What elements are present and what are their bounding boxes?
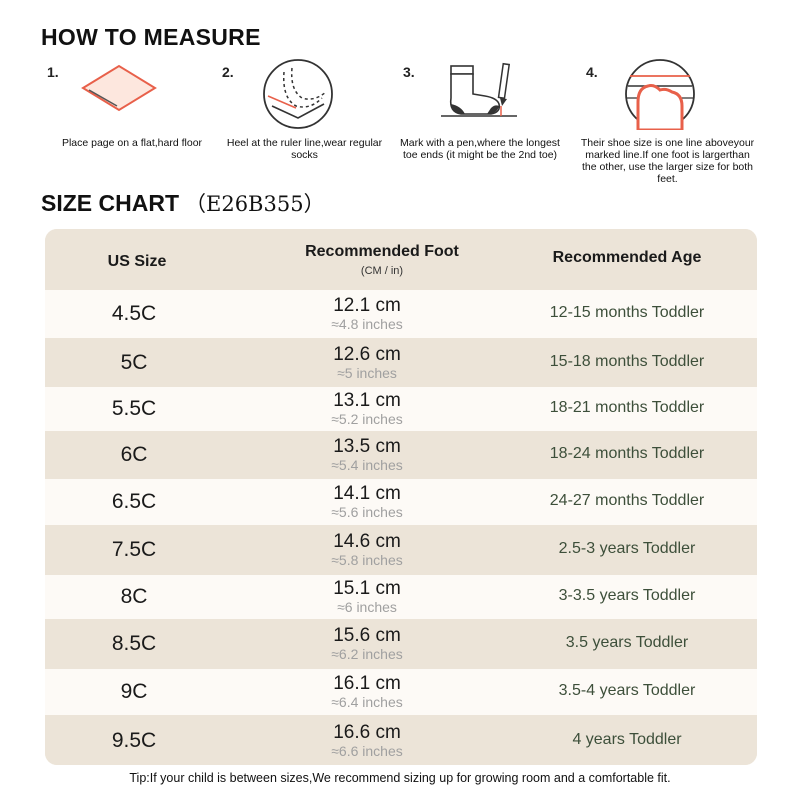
- header-recommended-age: Recommended Age: [552, 249, 702, 266]
- foot-inches: ≈5.4 inches: [331, 457, 403, 473]
- recommended-age-cell: 4 years Toddler: [572, 731, 682, 748]
- table-row: 5.5C 13.1 cm ≈5.2 inches 18-21 months Toddl…: [45, 387, 757, 431]
- foot-inches: ≈6 inches: [337, 599, 397, 615]
- sock-pen-icon: [441, 62, 517, 117]
- foot-inches: ≈6.6 inches: [331, 743, 403, 759]
- foot-inches: ≈5.6 inches: [331, 504, 403, 520]
- foot-cm: 13.5 cm: [333, 436, 401, 457]
- foot-cm: 13.1 cm: [333, 390, 401, 411]
- foot-cm: 14.6 cm: [333, 531, 401, 552]
- foot-length-cell: 12.1 cm ≈4.8 inches: [267, 295, 467, 333]
- table-row: 4.5C 12.1 cm ≈4.8 inches 12-15 months Toddl…: [45, 290, 757, 338]
- foot-length-cell: 15.1 cm ≈6 inches: [267, 578, 467, 616]
- us-size-cell: 4.5C: [111, 302, 157, 325]
- us-size-cell: 5.5C: [111, 397, 157, 420]
- how-to-measure-title: HOW TO MEASURE: [41, 24, 261, 50]
- foot-inches: ≈6.4 inches: [331, 694, 403, 710]
- foot-cm: 15.1 cm: [333, 578, 401, 599]
- recommended-age-cell: 3.5-4 years Toddler: [558, 682, 696, 699]
- heel-icon: [263, 59, 333, 129]
- foot-inches: ≈5 inches: [337, 364, 397, 381]
- foot-length-cell: 14.1 cm ≈5.6 inches: [267, 483, 467, 521]
- table-row: 6.5C 14.1 cm ≈5.6 inches 24-27 months Toddl…: [45, 479, 757, 525]
- table-row: 9.5C 16.6 cm ≈6.6 inches 4 years Toddler: [45, 717, 757, 765]
- foot-inches: ≈5.2 inches: [331, 411, 403, 427]
- table-row: 8C 15.1 cm ≈6 inches 3-3.5 years Toddler: [45, 575, 757, 619]
- size-chart-title: SIZE CHART （E26B355）: [41, 188, 325, 218]
- foot-length-cell: 16.1 cm ≈6.4 inches: [267, 673, 467, 711]
- recommended-age-cell: 24-27 months Toddler: [549, 492, 705, 509]
- foot-inches: ≈5.8 inches: [331, 552, 403, 568]
- size-chart-heading: SIZE CHART: [41, 190, 179, 216]
- step-number: 1.: [47, 64, 59, 80]
- us-size-cell: 6.5C: [111, 490, 157, 513]
- recommended-age-cell: 12-15 months Toddler: [549, 304, 705, 321]
- step-caption: Mark with a pen,where the longest toe en…: [400, 137, 560, 161]
- step-number: 4.: [586, 64, 598, 80]
- us-size-cell: 8C: [120, 585, 148, 608]
- foot-cm: 14.1 cm: [333, 483, 401, 504]
- step-caption: Heel at the ruler line,wear regular sock…: [226, 137, 383, 161]
- us-size-cell: 7.5C: [111, 538, 157, 561]
- us-size-cell: 6C: [120, 443, 148, 466]
- header-recommended-foot: Recommended Foot (CM / in): [267, 243, 497, 277]
- foot-cm: 15.6 cm: [333, 625, 401, 646]
- recommended-age-cell: 18-24 months Toddler: [549, 445, 705, 462]
- us-size-cell: 9.5C: [111, 729, 157, 752]
- paper-icon: [81, 64, 157, 112]
- foot-cm: 16.6 cm: [333, 722, 401, 743]
- step-number: 2.: [222, 64, 234, 80]
- us-size-cell: 9C: [120, 680, 148, 703]
- step-caption: Place page on a flat,hard floor: [61, 137, 203, 149]
- step-caption: Their shoe size is one line aboveyour ma…: [580, 137, 755, 185]
- recommended-age-cell: 18-21 months Toddler: [549, 399, 705, 416]
- size-chart-table: US Size Recommended Foot (CM / in) Recom…: [45, 229, 757, 765]
- sizing-tip: Tip:If your child is between sizes,We re…: [129, 771, 671, 785]
- header-foot-label: Recommended Foot: [305, 243, 459, 260]
- foot-cm: 12.1 cm: [333, 295, 401, 316]
- recommended-age-cell: 3-3.5 years Toddler: [558, 587, 696, 604]
- table-row: 5C 12.6 cm ≈5 inches 15-18 months Toddler: [45, 340, 757, 385]
- toe-line-icon: [625, 59, 695, 130]
- foot-cm: 16.1 cm: [333, 673, 401, 694]
- foot-inches: ≈4.8 inches: [331, 316, 403, 332]
- recommended-age-cell: 3.5 years Toddler: [565, 634, 689, 651]
- us-size-cell: 5C: [120, 350, 148, 374]
- foot-length-cell: 12.6 cm ≈5 inches: [267, 343, 467, 381]
- foot-inches: ≈6.2 inches: [331, 646, 403, 662]
- foot-length-cell: 14.6 cm ≈5.8 inches: [267, 531, 467, 569]
- us-size-cell: 8.5C: [111, 632, 157, 655]
- foot-length-cell: 16.6 cm ≈6.6 inches: [267, 722, 467, 760]
- foot-length-cell: 13.5 cm ≈5.4 inches: [267, 436, 467, 474]
- table-row: 8.5C 15.6 cm ≈6.2 inches 3.5 years Toddler: [45, 621, 757, 667]
- step-number: 3.: [403, 64, 415, 80]
- foot-length-cell: 13.1 cm ≈5.2 inches: [267, 390, 467, 428]
- table-row: 9C 16.1 cm ≈6.4 inches 3.5-4 years Toddler: [45, 669, 757, 715]
- header-us-size: US Size: [107, 253, 167, 270]
- header-foot-unit: (CM / in): [360, 265, 404, 277]
- recommended-age-cell: 15-18 months Toddler: [549, 352, 705, 370]
- table-row: 6C 13.5 cm ≈5.4 inches 18-24 months Toddler: [45, 433, 757, 477]
- product-code: （E26B355）: [185, 192, 325, 216]
- recommended-age-cell: 2.5-3 years Toddler: [558, 540, 696, 557]
- foot-length-cell: 15.6 cm ≈6.2 inches: [267, 625, 467, 663]
- table-header: US Size Recommended Foot (CM / in) Recom…: [45, 229, 757, 289]
- foot-cm: 12.6 cm: [333, 343, 401, 365]
- table-row: 7.5C 14.6 cm ≈5.8 inches 2.5-3 years Toddle…: [45, 527, 757, 573]
